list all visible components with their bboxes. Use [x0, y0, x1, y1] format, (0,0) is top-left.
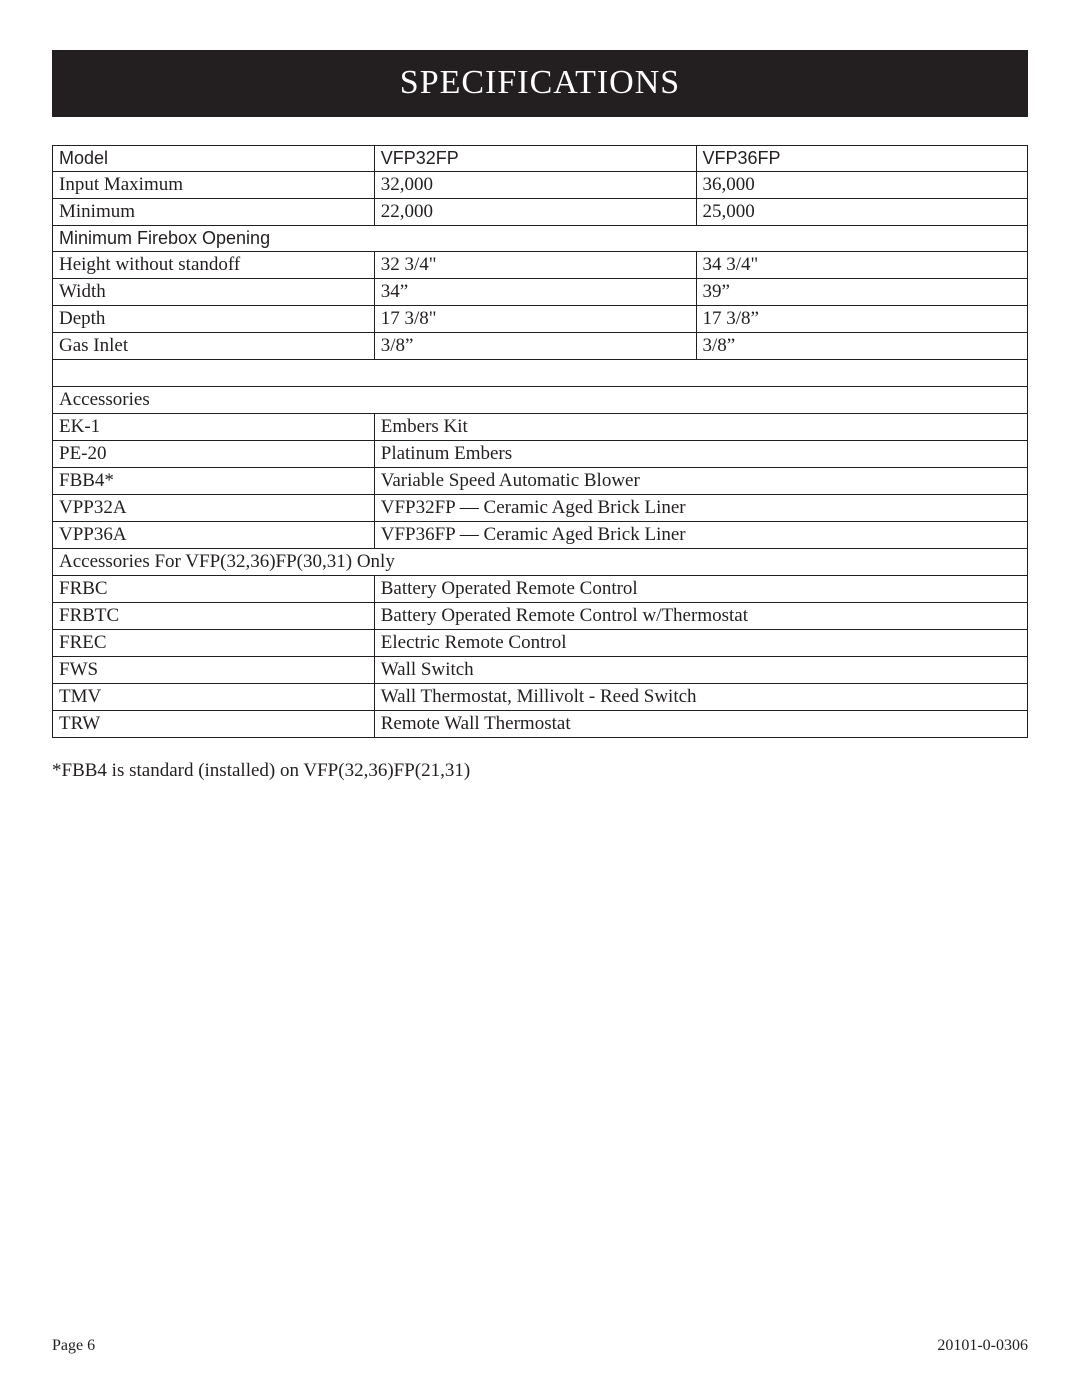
cell-value: 22,000 — [374, 199, 696, 226]
footer-page-number: Page 6 — [52, 1337, 95, 1355]
table-row: Height without standoff32 3/4"34 3/4" — [53, 252, 1028, 279]
table-row: EK-1Embers Kit — [53, 414, 1028, 441]
table-row: Depth17 3/8"17 3/8” — [53, 306, 1028, 333]
cell-full: Minimum Firebox Opening — [53, 226, 1028, 252]
cell-value: 3/8” — [374, 333, 696, 360]
cell-value: 17 3/8" — [374, 306, 696, 333]
cell-label: EK-1 — [53, 414, 375, 441]
cell-label: FRBTC — [53, 603, 375, 630]
cell-value: 39” — [696, 279, 1028, 306]
cell-value: VFP32FP — [374, 146, 696, 172]
table-row: PE-20Platinum Embers — [53, 441, 1028, 468]
cell-value: Wall Switch — [374, 657, 1027, 684]
cell-value: Variable Speed Automatic Blower — [374, 468, 1027, 495]
cell-label: Width — [53, 279, 375, 306]
cell-full: Accessories — [53, 387, 1028, 414]
table-row: FRECElectric Remote Control — [53, 630, 1028, 657]
table-row: FWSWall Switch — [53, 657, 1028, 684]
cell-label: TMV — [53, 684, 375, 711]
table-row: ModelVFP32FPVFP36FP — [53, 146, 1028, 172]
cell-label: FREC — [53, 630, 375, 657]
table-row: Accessories — [53, 387, 1028, 414]
cell-value: VFP36FP — Ceramic Aged Brick Liner — [374, 522, 1027, 549]
cell-label: PE-20 — [53, 441, 375, 468]
cell-label: Input Maximum — [53, 172, 375, 199]
table-row: TMVWall Thermostat, Millivolt - Reed Swi… — [53, 684, 1028, 711]
cell-value: 32,000 — [374, 172, 696, 199]
table-row: TRWRemote Wall Thermostat — [53, 711, 1028, 738]
cell-value: 17 3/8” — [696, 306, 1028, 333]
cell-value: Electric Remote Control — [374, 630, 1027, 657]
cell-value: Battery Operated Remote Control w/Thermo… — [374, 603, 1027, 630]
cell-value: 36,000 — [696, 172, 1028, 199]
cell-label: Model — [53, 146, 375, 172]
footnote-text: *FBB4 is standard (installed) on VFP(32,… — [52, 760, 1028, 782]
table-row: Input Maximum32,00036,000 — [53, 172, 1028, 199]
cell-value: 34 3/4" — [696, 252, 1028, 279]
table-row: Minimum22,00025,000 — [53, 199, 1028, 226]
cell-value: Platinum Embers — [374, 441, 1027, 468]
table-row: Minimum Firebox Opening — [53, 226, 1028, 252]
cell-value: 32 3/4" — [374, 252, 696, 279]
cell-full — [53, 360, 1028, 387]
cell-label: VPP32A — [53, 495, 375, 522]
table-row: Gas Inlet3/8”3/8” — [53, 333, 1028, 360]
cell-value: Battery Operated Remote Control — [374, 576, 1027, 603]
table-row: Width34”39” — [53, 279, 1028, 306]
cell-label: FBB4* — [53, 468, 375, 495]
specifications-table: ModelVFP32FPVFP36FPInput Maximum32,00036… — [52, 145, 1028, 738]
table-row: VPP36AVFP36FP — Ceramic Aged Brick Liner — [53, 522, 1028, 549]
cell-label: VPP36A — [53, 522, 375, 549]
footer-doc-number: 20101-0-0306 — [937, 1337, 1028, 1355]
cell-value: VFP32FP — Ceramic Aged Brick Liner — [374, 495, 1027, 522]
cell-label: FRBC — [53, 576, 375, 603]
cell-value: VFP36FP — [696, 146, 1028, 172]
cell-label: Gas Inlet — [53, 333, 375, 360]
cell-value: Wall Thermostat, Millivolt - Reed Switch — [374, 684, 1027, 711]
cell-label: Height without standoff — [53, 252, 375, 279]
cell-value: Embers Kit — [374, 414, 1027, 441]
cell-label: TRW — [53, 711, 375, 738]
table-row: FRBCBattery Operated Remote Control — [53, 576, 1028, 603]
table-row: FBB4*Variable Speed Automatic Blower — [53, 468, 1028, 495]
table-row: VPP32AVFP32FP — Ceramic Aged Brick Liner — [53, 495, 1028, 522]
table-row: FRBTCBattery Operated Remote Control w/T… — [53, 603, 1028, 630]
table-row: Accessories For VFP(32,36)FP(30,31) Only — [53, 549, 1028, 576]
cell-value: 34” — [374, 279, 696, 306]
cell-value: 25,000 — [696, 199, 1028, 226]
page-title: SPECIFICATIONS — [52, 50, 1028, 117]
cell-label: FWS — [53, 657, 375, 684]
cell-value: Remote Wall Thermostat — [374, 711, 1027, 738]
cell-label: Depth — [53, 306, 375, 333]
cell-value: 3/8” — [696, 333, 1028, 360]
cell-label: Minimum — [53, 199, 375, 226]
table-row — [53, 360, 1028, 387]
cell-full: Accessories For VFP(32,36)FP(30,31) Only — [53, 549, 1028, 576]
